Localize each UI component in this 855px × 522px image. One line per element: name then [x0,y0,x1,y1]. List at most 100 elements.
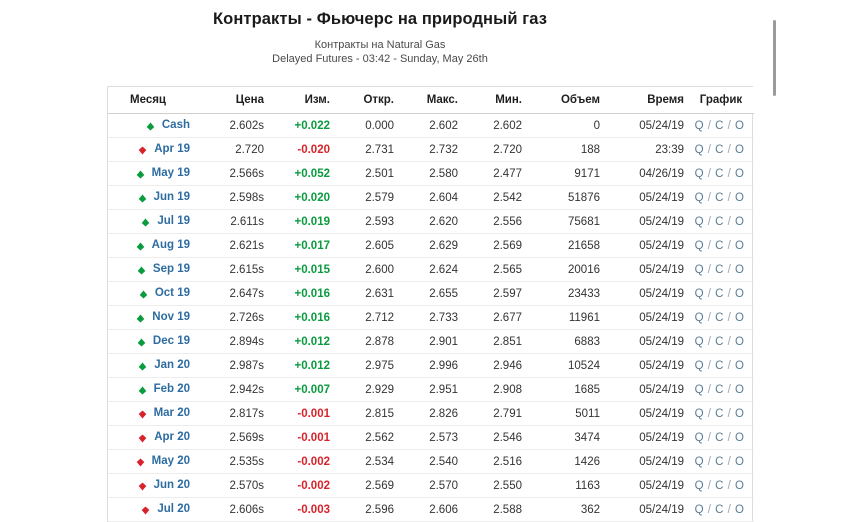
cell-volume: 1163 [532,473,610,498]
chart-link-q[interactable]: Q [694,191,704,204]
chart-link-q[interactable]: Q [694,431,704,444]
cell-low: 2.588 [468,497,532,522]
chart-link-c[interactable]: C [715,287,724,300]
month-link[interactable]: Nov 19 [152,311,190,324]
chart-link-c[interactable]: C [715,311,724,324]
chart-link-q[interactable]: Q [694,119,704,132]
chart-link-o[interactable]: O [735,167,744,180]
column-header-high[interactable]: Макс. [404,87,468,114]
chart-link-o[interactable]: O [735,311,744,324]
chart-link-c[interactable]: C [715,407,724,420]
chart-link-q[interactable]: Q [694,407,704,420]
month-link[interactable]: Feb 20 [153,383,190,396]
chart-link-c[interactable]: C [715,383,724,396]
month-link[interactable]: Sep 19 [152,263,190,276]
chart-link-o[interactable]: O [735,407,744,420]
vertical-scrollbar-thumb[interactable] [773,20,776,96]
chart-link-separator: / [724,503,735,516]
month-link[interactable]: Cash [161,119,190,132]
chart-link-o[interactable]: O [735,239,744,252]
cell-open: 2.534 [340,449,404,474]
month-link[interactable]: Jun 19 [153,191,190,204]
cell-volume: 1426 [532,449,610,474]
month-link[interactable]: Jul 20 [157,503,190,516]
chart-link-o[interactable]: O [735,479,744,492]
page-title: Контракты - Фьючерс на природный газ [213,10,547,28]
chart-link-q[interactable]: Q [694,167,704,180]
month-link[interactable]: Jan 20 [154,359,190,372]
arrow-up-icon [146,122,155,131]
chart-link-o[interactable]: O [735,191,744,204]
chart-link-o[interactable]: O [735,359,744,372]
column-header-time[interactable]: Время [610,87,694,114]
chart-link-c[interactable]: C [715,215,724,228]
column-header-last[interactable]: Цена [200,87,274,114]
chart-link-o[interactable]: O [735,119,744,132]
chart-link-c[interactable]: C [715,431,724,444]
column-header-volume[interactable]: Объем [532,87,610,114]
column-header-low[interactable]: Мин. [468,87,532,114]
month-link[interactable]: Jul 19 [157,215,190,228]
month-link[interactable]: Jun 20 [153,479,190,492]
table-row: Dec 19 2.894s +0.012 2.878 2.901 2.851 6883 05/… [108,329,754,354]
month-link[interactable]: Mar 20 [153,407,190,420]
cell-open: 0.000 [340,113,404,138]
chart-link-q[interactable]: Q [694,311,704,324]
column-header-open[interactable]: Откр. [340,87,404,114]
chart-link-o[interactable]: O [735,431,744,444]
month-link[interactable]: May 19 [151,167,190,180]
table-row: Sep 19 2.615s +0.015 2.600 2.624 2.565 20016 05… [108,257,754,282]
chart-link-c[interactable]: C [715,263,724,276]
chart-link-c[interactable]: C [715,119,724,132]
chart-link-c[interactable]: C [715,143,724,156]
month-link[interactable]: Apr 19 [154,143,190,156]
chart-link-q[interactable]: Q [694,383,704,396]
chart-link-q[interactable]: Q [694,215,704,228]
chart-link-c[interactable]: C [715,455,724,468]
cell-last: 2.647s [200,281,274,306]
month-link[interactable]: Oct 19 [154,287,190,300]
chart-link-separator: / [704,407,715,420]
chart-link-q[interactable]: Q [694,479,704,492]
cell-low: 2.602 [468,113,532,138]
chart-link-o[interactable]: O [735,455,744,468]
chart-link-o[interactable]: O [735,143,744,156]
chart-link-q[interactable]: Q [694,287,704,300]
vertical-scrollbar-track[interactable] [768,0,781,522]
cell-low: 2.851 [468,329,532,354]
month-link[interactable]: Dec 19 [152,335,190,348]
cell-month: Jan 20 [108,353,200,378]
chart-link-c[interactable]: C [715,239,724,252]
cell-time: 05/24/19 [610,401,694,426]
chart-link-q[interactable]: Q [694,335,704,348]
cell-chart-links: Q / C / O [694,329,754,354]
chart-link-q[interactable]: Q [694,239,704,252]
chart-link-q[interactable]: Q [694,503,704,516]
chart-link-o[interactable]: O [735,287,744,300]
chart-link-c[interactable]: C [715,503,724,516]
column-header-month[interactable]: Месяц [108,87,200,114]
month-link[interactable]: Apr 20 [154,431,190,444]
chart-link-o[interactable]: O [735,383,744,396]
chart-link-c[interactable]: C [715,479,724,492]
chart-link-separator: / [724,383,735,396]
chart-link-o[interactable]: O [735,263,744,276]
chart-link-q[interactable]: Q [694,143,704,156]
chart-link-c[interactable]: C [715,359,724,372]
chart-link-c[interactable]: C [715,191,724,204]
cell-chart-links: Q / C / O [694,233,754,258]
chart-link-c[interactable]: C [715,167,724,180]
month-link[interactable]: Aug 19 [151,239,190,252]
chart-link-q[interactable]: Q [694,263,704,276]
chart-link-q[interactable]: Q [694,455,704,468]
month-link[interactable]: May 20 [151,455,190,468]
chart-link-o[interactable]: O [735,215,744,228]
column-header-change[interactable]: Изм. [274,87,340,114]
column-header-chart[interactable]: График [694,87,754,114]
chart-link-o[interactable]: O [735,335,744,348]
chart-link-o[interactable]: O [735,503,744,516]
cell-open: 2.600 [340,257,404,282]
chart-link-q[interactable]: Q [694,359,704,372]
chart-link-c[interactable]: C [715,335,724,348]
arrow-down-icon [138,410,147,419]
